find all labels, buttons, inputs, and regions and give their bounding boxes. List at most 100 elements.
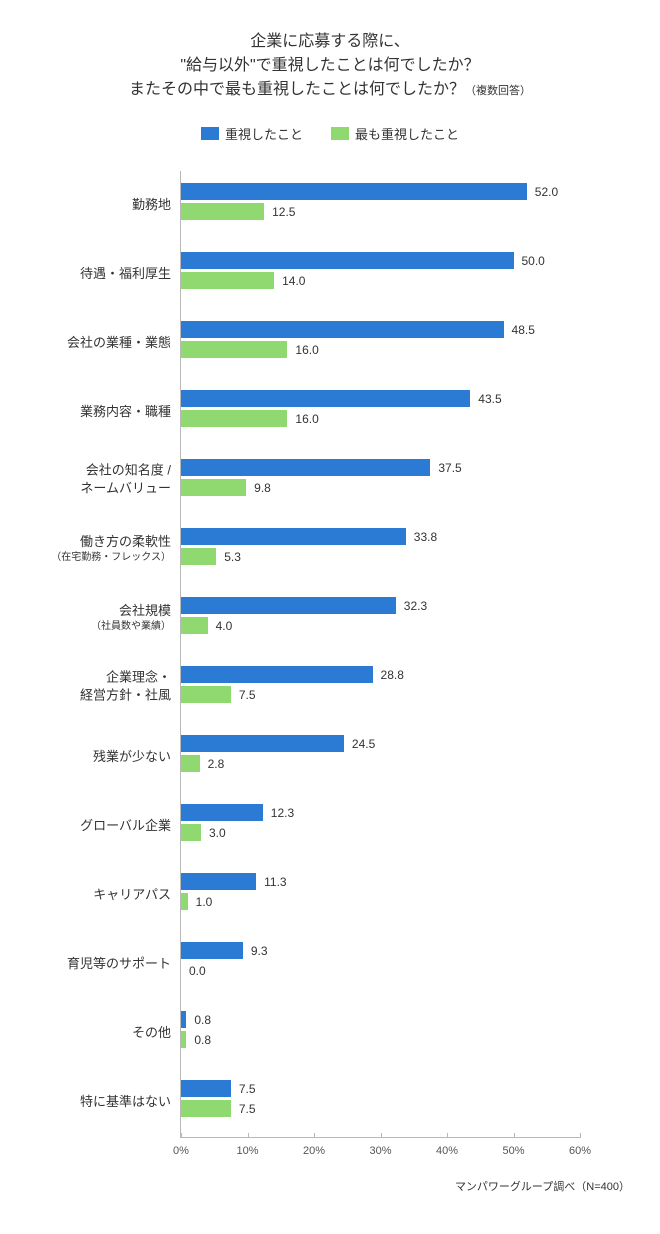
- bar-group: 52.0 12.5: [181, 183, 580, 220]
- title-line2: "給与以外"で重視したことは何でしたか？: [180, 57, 479, 74]
- bar-value: 7.5: [231, 688, 256, 702]
- chart-row: 働き方の柔軟性（在宅勤務・フレックス）33.85.3: [181, 516, 580, 585]
- bar-series1: 50.0: [181, 252, 514, 269]
- bar-series1: 11.3: [181, 873, 256, 890]
- bar-value: 32.3: [396, 599, 427, 613]
- bar-series1: 33.8: [181, 528, 406, 545]
- bar-group: 12.3 3.0: [181, 804, 580, 841]
- row-label: 特に基準はない: [31, 1092, 181, 1110]
- row-label: 育児等のサポート: [31, 954, 181, 972]
- row-label: 会社の業種・業態: [31, 333, 181, 351]
- legend-item-2: 最も重視したこと: [331, 124, 459, 143]
- bar-group: 43.5 16.0: [181, 390, 580, 427]
- row-label: 勤務地: [31, 195, 181, 213]
- bar-value: 12.5: [264, 205, 295, 219]
- chart-row: 残業が少ない24.52.8: [181, 723, 580, 792]
- bar-value: 16.0: [287, 412, 318, 426]
- bar-series2: 9.8: [181, 479, 246, 496]
- row-label: 待遇・福利厚生: [31, 264, 181, 282]
- bar-group: 32.3 4.0: [181, 597, 580, 634]
- bar-value: 5.3: [216, 550, 241, 564]
- bar-series1: 7.5: [181, 1080, 231, 1097]
- chart-row: 育児等のサポート9.30.0: [181, 930, 580, 999]
- bar-value: 43.5: [470, 392, 501, 406]
- chart-row: 会社の業種・業態48.516.0: [181, 309, 580, 378]
- chart-row: 特に基準はない7.57.5: [181, 1068, 580, 1137]
- bar-series1: 48.5: [181, 321, 504, 338]
- bar-value: 14.0: [274, 274, 305, 288]
- bar-series2: 7.5: [181, 1100, 231, 1117]
- bar-value: 3.0: [201, 826, 226, 840]
- row-label: その他: [31, 1023, 181, 1041]
- legend-label-2: 最も重視したこと: [355, 124, 459, 143]
- bar-value: 24.5: [344, 737, 375, 751]
- bar-series1: 12.3: [181, 804, 263, 821]
- chart-row: グローバル企業12.33.0: [181, 792, 580, 861]
- bar-value: 28.8: [373, 668, 404, 682]
- chart-row: 業務内容・職種43.516.0: [181, 378, 580, 447]
- bar-value: 52.0: [527, 185, 558, 199]
- x-tick: 40%: [436, 1137, 458, 1157]
- bar-series1: 28.8: [181, 666, 373, 683]
- bar-series2: 16.0: [181, 341, 287, 358]
- bar-series1: 0.8: [181, 1011, 186, 1028]
- bar-series1: 9.3: [181, 942, 243, 959]
- bar-series2: 12.5: [181, 203, 264, 220]
- bar-group: 48.5 16.0: [181, 321, 580, 358]
- x-tick: 30%: [369, 1137, 391, 1157]
- row-label-sub: （社員数や業績）: [31, 620, 171, 634]
- x-tick: 20%: [303, 1137, 325, 1157]
- bar-value: 7.5: [231, 1102, 256, 1116]
- bar-series1: 43.5: [181, 390, 470, 407]
- bar-group: 28.8 7.5: [181, 666, 580, 703]
- bar-series2: 2.8: [181, 755, 200, 772]
- chart-row: その他0.80.8: [181, 999, 580, 1068]
- bar-series1: 24.5: [181, 735, 344, 752]
- bar-value: 0.0: [181, 964, 206, 978]
- chart-row: 会社の知名度 / ネームバリュー37.59.8: [181, 447, 580, 516]
- bar-value: 2.8: [200, 757, 225, 771]
- row-label: 残業が少ない: [31, 747, 181, 765]
- x-axis: 0%10%20%30%40%50%60%: [181, 1137, 580, 1138]
- legend-item-1: 重視したこと: [201, 124, 303, 143]
- bar-group: 7.57.5: [181, 1080, 580, 1117]
- bar-value: 16.0: [287, 343, 318, 357]
- bar-value: 7.5: [231, 1082, 256, 1096]
- bar-series1: 32.3: [181, 597, 396, 614]
- legend-label-1: 重視したこと: [225, 124, 303, 143]
- bar-series2: 0.8: [181, 1031, 186, 1048]
- bar-value: 11.3: [256, 875, 286, 889]
- title-line1: 企業に応募する際に、: [250, 33, 410, 50]
- bar-group: 24.5 2.8: [181, 735, 580, 772]
- bar-group: 33.8 5.3: [181, 528, 580, 565]
- x-tick: 50%: [502, 1137, 524, 1157]
- bar-value: 0.8: [186, 1013, 211, 1027]
- bar-series1: 52.0: [181, 183, 527, 200]
- bar-series2: 7.5: [181, 686, 231, 703]
- title-line3: またその中で最も重視したことは何でしたか？: [129, 81, 465, 98]
- bar-series2: 16.0: [181, 410, 287, 427]
- title-note: （複数回答）: [465, 85, 531, 97]
- x-tick: 0%: [173, 1137, 189, 1157]
- row-label: キャリアパス: [31, 885, 181, 903]
- legend: 重視したこと 最も重視したこと: [20, 124, 640, 143]
- x-tick: 10%: [236, 1137, 258, 1157]
- chart-title: 企業に応募する際に、 "給与以外"で重視したことは何でしたか？ またその中で最も…: [20, 30, 640, 102]
- source-note: マンパワーグループ調べ（N=400）: [20, 1178, 640, 1194]
- bar-series2: 5.3: [181, 548, 216, 565]
- x-tick: 60%: [569, 1137, 591, 1157]
- chart-row: 勤務地52.012.5: [181, 171, 580, 240]
- row-label: 働き方の柔軟性（在宅勤務・フレックス）: [31, 532, 181, 564]
- bar-value: 9.8: [246, 481, 271, 495]
- legend-swatch-2: [331, 127, 349, 140]
- bar-value: 4.0: [208, 619, 233, 633]
- row-label: 業務内容・職種: [31, 402, 181, 420]
- bar-series1: 37.5: [181, 459, 430, 476]
- bar-series2: 4.0: [181, 617, 208, 634]
- bar-value: 37.5: [430, 461, 461, 475]
- row-label: グローバル企業: [31, 816, 181, 834]
- bar-series2: 1.0: [181, 893, 188, 910]
- bar-value: 9.3: [243, 944, 268, 958]
- bar-series2: 14.0: [181, 272, 274, 289]
- bar-value: 33.8: [406, 530, 437, 544]
